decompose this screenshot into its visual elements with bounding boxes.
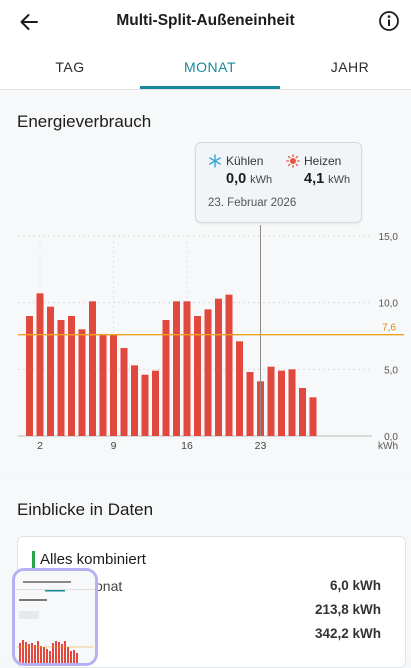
insights-section-title: Einblicke in Daten	[17, 500, 154, 519]
chart-bar	[215, 298, 222, 436]
tab-monat[interactable]: MONAT	[183, 59, 236, 75]
heating-value: 4,1 kWh	[304, 171, 350, 187]
x-axis-unit: kWh	[378, 441, 398, 452]
chart-bar	[299, 388, 306, 436]
y-tick-label: 0,0	[384, 432, 398, 443]
chart-bar	[26, 316, 33, 436]
chart-bar	[183, 301, 191, 436]
heating-unit: kWh	[328, 174, 351, 186]
arrow-left-icon	[20, 14, 38, 30]
cooling-value: 0,0 kWh	[226, 171, 272, 187]
chart-bar	[246, 372, 254, 436]
tab-jahr[interactable]: JAHR	[330, 59, 370, 75]
chart-bar	[47, 306, 54, 436]
chart-bar	[110, 334, 117, 436]
heating-number: 4,1	[304, 171, 325, 187]
thumbnail-preview-image	[15, 571, 95, 663]
chart-bar	[204, 309, 212, 436]
chart-tooltip: Kühlen 0,0 kWh Heizen 4,1 kWh 23. Februar …	[195, 142, 362, 223]
chart-bar	[288, 369, 296, 436]
chart-bar	[99, 334, 107, 436]
chart-bar	[194, 316, 201, 436]
insight-value-2: 213,8 kWh	[314, 602, 381, 617]
chart-bar	[236, 341, 243, 436]
chart-bar	[120, 348, 128, 436]
chart-bar	[141, 374, 149, 436]
page-title: Multi-Split-Außeneinheit	[116, 12, 295, 29]
back-button[interactable]	[14, 8, 44, 36]
chart-bar	[173, 301, 180, 436]
insight-value-month: 6,0 kWh	[329, 578, 381, 593]
tooltip-date: 23. Februar 2026	[208, 197, 297, 209]
insight-value-3: 342,2 kWh	[314, 626, 381, 641]
x-tick-label: 16	[181, 440, 193, 452]
cooling-number: 0,0	[226, 171, 247, 187]
combined-card-title: Alles kombiniert	[40, 551, 146, 568]
average-label: 7,6	[382, 323, 396, 334]
info-circle-icon	[379, 11, 399, 31]
chart-bar	[89, 301, 96, 436]
x-tick-label: 23	[255, 440, 267, 452]
snowflake-icon	[209, 154, 221, 168]
screenshot-thumbnail[interactable]	[12, 568, 98, 666]
card-accent-bar	[32, 551, 35, 569]
y-tick-label: 15,0	[379, 232, 399, 243]
active-tab-indicator	[140, 86, 280, 89]
y-tick-label: 5,0	[384, 365, 398, 376]
period-tabs: TAG MONAT JAHR	[0, 46, 411, 90]
heating-label: Heizen	[304, 154, 342, 168]
cooling-unit: kWh	[250, 174, 273, 186]
tab-tag[interactable]: TAG	[55, 59, 85, 75]
chart-bar	[78, 329, 86, 436]
chart-bar	[278, 370, 285, 436]
chart-bar	[309, 397, 317, 436]
y-tick-label: 10,0	[379, 299, 399, 310]
x-tick-label: 2	[37, 440, 43, 452]
sun-icon	[286, 154, 300, 168]
chart-bar	[68, 316, 75, 436]
chart-bar	[57, 320, 65, 436]
energy-section-title: Energieverbrauch	[17, 112, 152, 131]
energy-bar-chart[interactable]: 0,0 5,0 10,0 15,0 2 9 16 23 kWh 7,6	[0, 225, 411, 455]
cooling-label: Kühlen	[226, 154, 264, 168]
info-button[interactable]	[377, 9, 401, 33]
chart-bar	[162, 320, 170, 436]
x-tick-label: 9	[111, 440, 117, 452]
insight-row-label: onat	[95, 578, 123, 594]
chart-bar	[152, 370, 159, 436]
chart-bar	[131, 365, 138, 436]
chart-bar	[267, 366, 275, 436]
chart-bar	[225, 294, 233, 436]
chart-bar	[36, 293, 44, 436]
app-bar: Multi-Split-Außeneinheit	[0, 0, 411, 46]
